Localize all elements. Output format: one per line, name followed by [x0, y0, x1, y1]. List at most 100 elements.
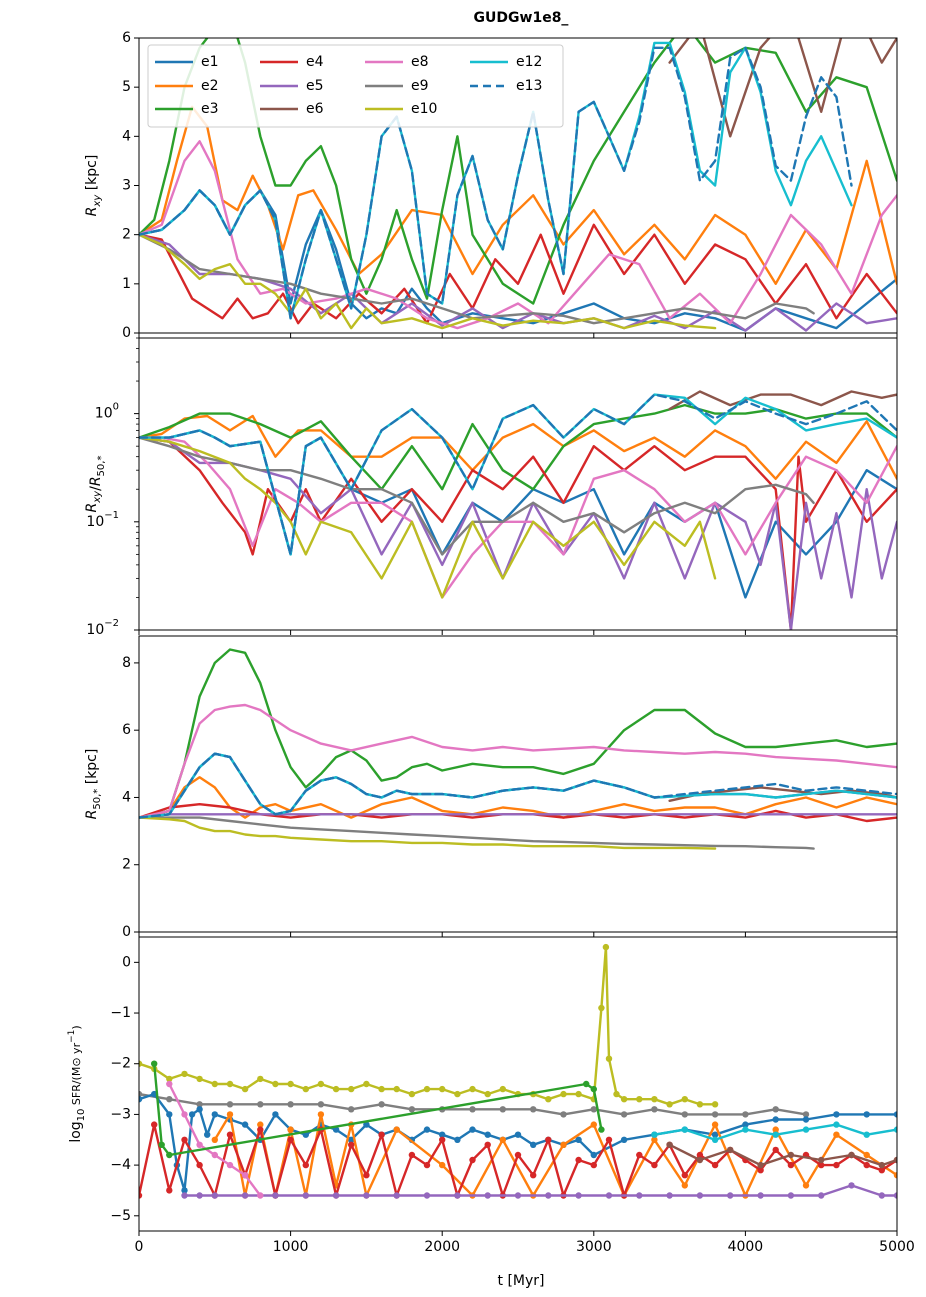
marker-e4-22	[469, 1156, 476, 1164]
marker-e4-11	[302, 1161, 309, 1169]
marker-e9-21	[772, 1106, 779, 1113]
marker-e5-20	[757, 1192, 764, 1199]
marker-e1-26	[484, 1131, 491, 1138]
marker-e4-19	[423, 1161, 431, 1169]
marker-e6-6	[848, 1151, 855, 1159]
y-tick-label: −1	[110, 1005, 131, 1021]
marker-e4-6	[226, 1131, 234, 1138]
series-group-r50	[139, 648, 897, 850]
marker-e4-42	[772, 1146, 779, 1154]
marker-e3-3	[583, 1080, 590, 1088]
y-tick-label: −4	[110, 1157, 131, 1173]
y-tick-label: −3	[110, 1106, 131, 1122]
marker-e6-4	[787, 1151, 795, 1159]
series-r50-e8	[139, 703, 897, 819]
marker-e6-5	[818, 1156, 825, 1164]
y-axis-label-rxy: Rxy [kpc]	[84, 155, 103, 217]
marker-e6-3	[757, 1161, 764, 1169]
marker-e2-23	[772, 1126, 779, 1133]
marker-e4-38	[711, 1161, 719, 1169]
marker-e1-0	[139, 1096, 143, 1103]
marker-e1-2	[166, 1111, 173, 1118]
marker-e9-4	[257, 1101, 264, 1108]
legend-label-e3: e3	[201, 101, 219, 117]
marker-e12-8	[893, 1126, 897, 1133]
marker-e8-4	[226, 1161, 234, 1169]
marker-e12-3	[742, 1126, 749, 1133]
marker-e4-33	[636, 1151, 643, 1159]
marker-e1-43	[893, 1111, 897, 1118]
x-tick-label: 4000	[728, 1239, 764, 1255]
marker-e10-16	[378, 1085, 385, 1093]
marker-e4-8	[257, 1126, 264, 1133]
y-tick-label: −5	[110, 1208, 131, 1224]
marker-e1-24	[454, 1136, 461, 1144]
marker-e12-7	[863, 1131, 870, 1138]
marker-e10-27	[545, 1096, 552, 1103]
marker-e1-8	[211, 1111, 218, 1118]
marker-e6-0	[666, 1141, 673, 1149]
marker-e10-7	[241, 1085, 249, 1093]
marker-e3-1	[158, 1141, 165, 1149]
marker-e5-10	[454, 1192, 461, 1199]
marker-e4-20	[439, 1136, 446, 1144]
marker-e2-5	[287, 1126, 294, 1133]
marker-e4-18	[408, 1151, 416, 1159]
y-tick-label: 5	[122, 79, 131, 95]
marker-e5-8	[393, 1192, 400, 1199]
y-tick-label: 4	[122, 128, 131, 144]
marker-e1-23	[439, 1131, 446, 1138]
y-tick-label: 10−2	[86, 618, 119, 638]
marker-e9-22	[802, 1111, 810, 1118]
marker-e10-40	[696, 1101, 704, 1108]
marker-e1-33	[590, 1151, 597, 1159]
marker-e5-0	[181, 1192, 188, 1199]
series-rxy_norm-e13	[139, 393, 897, 556]
marker-e4-0	[139, 1192, 143, 1199]
marker-e4-2	[166, 1187, 173, 1194]
series-r50-e3	[139, 648, 897, 819]
marker-e10-41	[711, 1101, 719, 1108]
frame-r50	[138, 635, 898, 933]
marker-e9-1	[166, 1096, 173, 1103]
marker-e6-8	[893, 1156, 897, 1164]
series-rxy_norm-e6	[668, 390, 897, 411]
marker-e9-3	[226, 1101, 234, 1108]
marker-e2-3	[257, 1121, 264, 1128]
series-rxy-e10	[139, 233, 717, 330]
series-rxy-e13	[139, 46, 853, 320]
series-group-sfr	[139, 943, 897, 1199]
series-r50-e6	[668, 786, 897, 802]
marker-e1-17	[348, 1136, 355, 1144]
marker-e10-31	[598, 1004, 605, 1012]
series-rxy_norm-e8	[139, 436, 897, 599]
marker-e2-14	[499, 1136, 506, 1144]
marker-e10-19	[423, 1085, 431, 1093]
marker-e4-16	[378, 1131, 385, 1138]
marker-e9-20	[742, 1111, 749, 1118]
marker-e1-7	[204, 1131, 211, 1138]
marker-e10-6	[226, 1080, 234, 1088]
marker-e1-41	[833, 1111, 840, 1118]
marker-e9-8	[378, 1101, 385, 1108]
marker-e4-23	[484, 1141, 491, 1149]
marker-e1-4	[181, 1187, 188, 1194]
y-tick-label: 3	[122, 178, 131, 194]
panel-rxy: 0 1 2 3 4 5 6 Rxy [kpc]	[84, 30, 898, 341]
marker-e5-3	[241, 1192, 249, 1199]
marker-e12-0	[651, 1131, 658, 1138]
y-axis-label-rxy_norm: Rxy/R50,*	[84, 456, 107, 513]
series-r50-e4	[139, 803, 897, 823]
series-rxy-e3	[139, 38, 897, 305]
marker-e10-38	[666, 1101, 673, 1108]
marker-e10-11	[302, 1085, 309, 1093]
marker-e4-1	[151, 1121, 158, 1128]
marker-e1-37	[711, 1131, 719, 1138]
series-r50-e9	[139, 816, 815, 850]
marker-e12-1	[681, 1126, 688, 1133]
marker-e2-17	[590, 1121, 597, 1128]
series-rxy-e4	[139, 223, 897, 325]
legend-label-e13: e13	[516, 78, 542, 94]
legend-label-e10: e10	[411, 101, 437, 117]
